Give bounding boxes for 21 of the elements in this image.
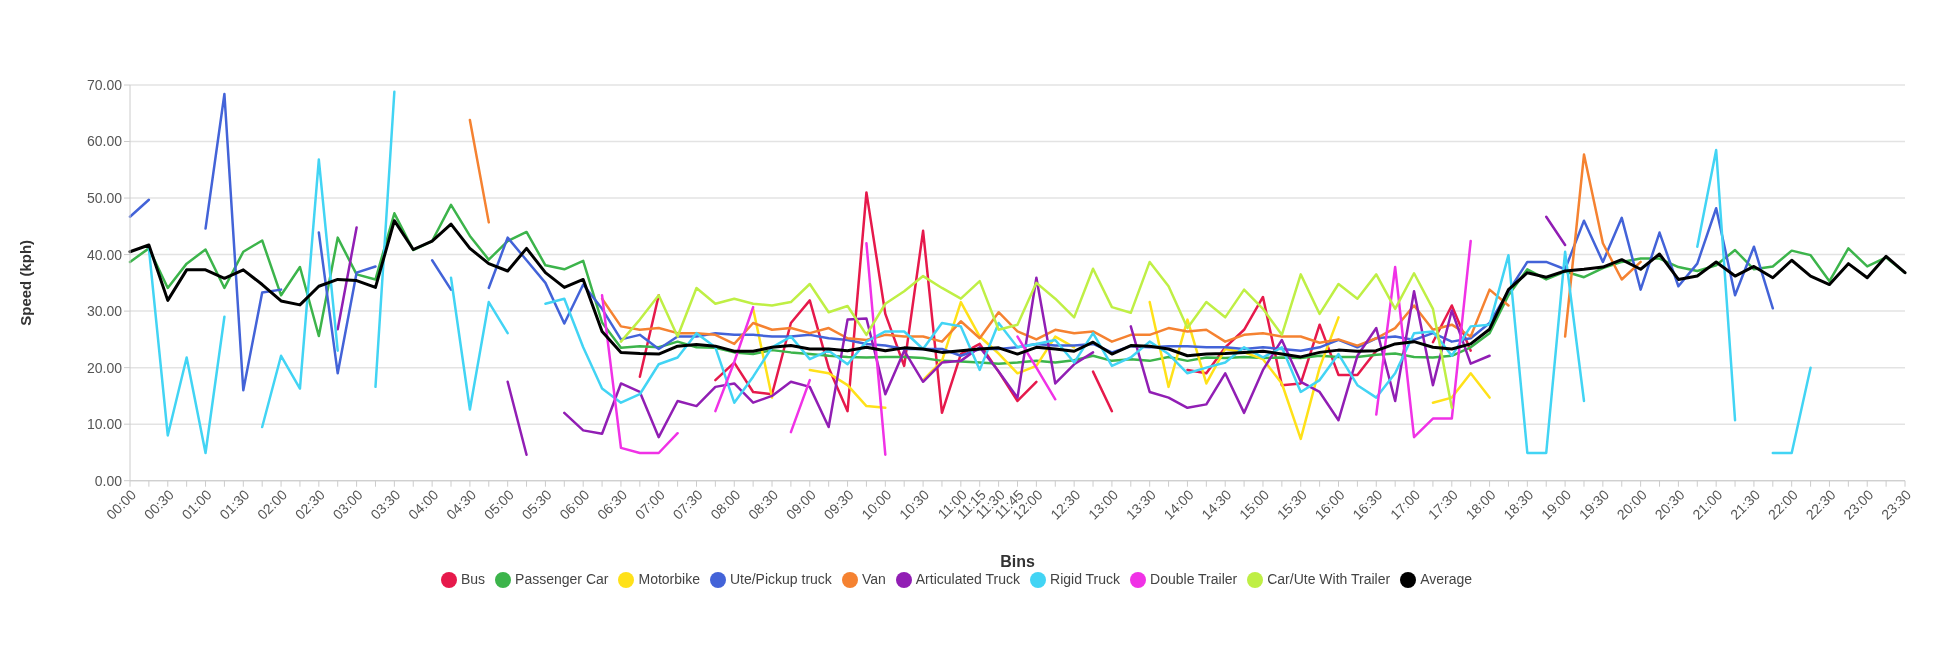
y-tick-label: 10.00 [86,416,123,433]
y-tick-label: 40.00 [86,246,123,263]
x-axis-title: Bins [1000,552,1035,570]
legend-label: Ute/Pickup truck [729,570,832,587]
y-axis-title: Speed (kph) [17,239,35,326]
legend-label: Passenger Car [515,570,609,587]
y-tick-label: 70.00 [86,76,123,93]
legend-label: Bus [460,570,486,587]
y-tick-label: 0.00 [94,472,123,489]
legend-label: Car/Ute With Trailer [1267,570,1391,587]
y-tick-label: 50.00 [86,190,123,207]
legend-label: Double Trailer [1150,570,1238,587]
legend-label: Motorbike [638,570,700,587]
legend-label: Van [861,570,886,587]
y-tick-label: 20.00 [86,359,123,376]
y-tick-label: 60.00 [86,133,123,150]
legend-label: Articulated Truck [915,570,1021,587]
legend-label: Average [1420,570,1473,587]
y-tick-label: 30.00 [86,303,123,320]
line-series [619,260,1454,410]
legend-label: Rigid Truck [1050,570,1121,587]
